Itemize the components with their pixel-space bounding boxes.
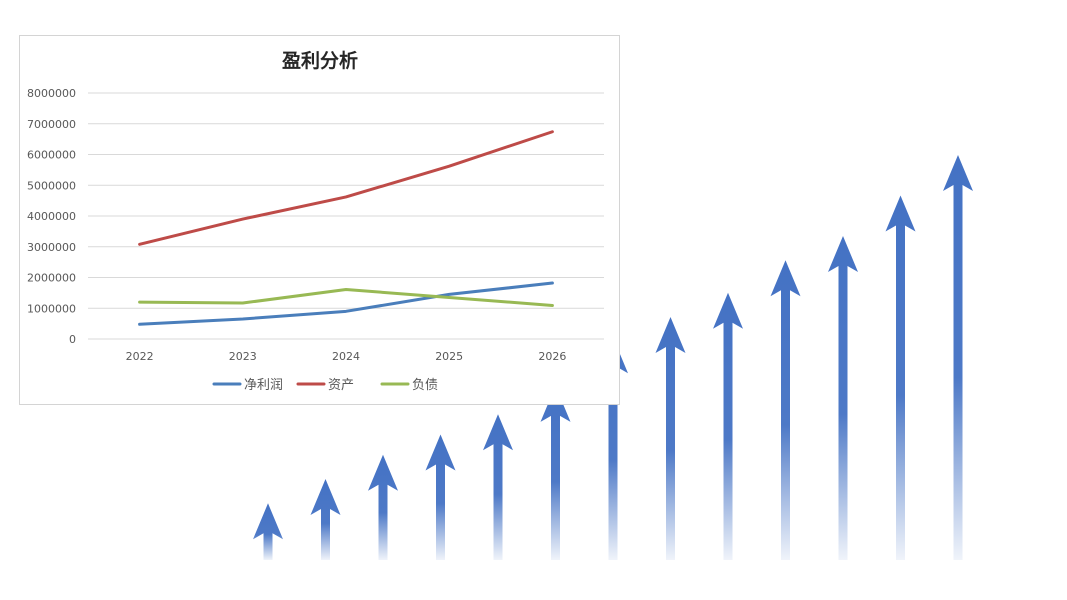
- series-line-0: [138, 281, 554, 326]
- y-tick-label: 8000000: [27, 87, 76, 100]
- up-arrow-icon: [713, 292, 743, 560]
- y-tick-label: 3000000: [27, 241, 76, 254]
- up-arrow-icon: [368, 454, 398, 560]
- legend-label: 净利润: [244, 378, 283, 393]
- x-tick-label: 2025: [435, 350, 463, 363]
- up-arrow-icon: [943, 155, 973, 560]
- legend-label: 负债: [412, 378, 438, 393]
- series-line-2: [138, 287, 554, 307]
- up-arrow-icon: [253, 503, 283, 560]
- chart-canvas: 盈利分析 0 1000000 2000000 3000000 4000000 500000…: [27, 49, 604, 393]
- y-tick-label: 6000000: [27, 149, 76, 162]
- y-tick-label: 4000000: [27, 210, 76, 223]
- up-arrow-icon: [540, 385, 571, 560]
- y-tick-label: 0: [69, 333, 76, 346]
- y-tick-label: 1000000: [27, 302, 76, 315]
- profit-analysis-chart: 盈利分析 0 1000000 2000000 3000000 4000000 500000…: [19, 35, 620, 405]
- x-tick-label: 2023: [229, 350, 257, 363]
- y-tick-label: 2000000: [27, 272, 76, 285]
- x-tick-label: 2026: [538, 350, 566, 363]
- up-arrow-icon: [310, 479, 341, 560]
- series-lines: [138, 130, 554, 326]
- up-arrow-icon: [655, 317, 686, 560]
- y-axis-tick-labels: 0 1000000 2000000 3000000 4000000 5000000 6000…: [27, 87, 76, 346]
- x-tick-label: 2024: [332, 350, 360, 363]
- up-arrow-icon: [885, 195, 916, 560]
- up-arrow-icon: [425, 434, 456, 560]
- chart-title: 盈利分析: [281, 49, 358, 72]
- up-arrow-icon: [770, 260, 801, 560]
- series-line-1: [138, 130, 554, 246]
- y-tick-label: 5000000: [27, 179, 76, 192]
- up-arrow-icon: [483, 414, 513, 560]
- legend-label: 资产: [328, 378, 354, 393]
- legend: 净利润 资产 负债: [212, 378, 438, 393]
- gridlines: [88, 92, 604, 340]
- x-axis-tick-labels: 2022 2023 2024 2025 2026: [126, 350, 567, 363]
- up-arrow-icon: [828, 236, 858, 560]
- y-tick-label: 7000000: [27, 118, 76, 131]
- up-arrow-icon: [598, 337, 628, 560]
- x-tick-label: 2022: [126, 350, 154, 363]
